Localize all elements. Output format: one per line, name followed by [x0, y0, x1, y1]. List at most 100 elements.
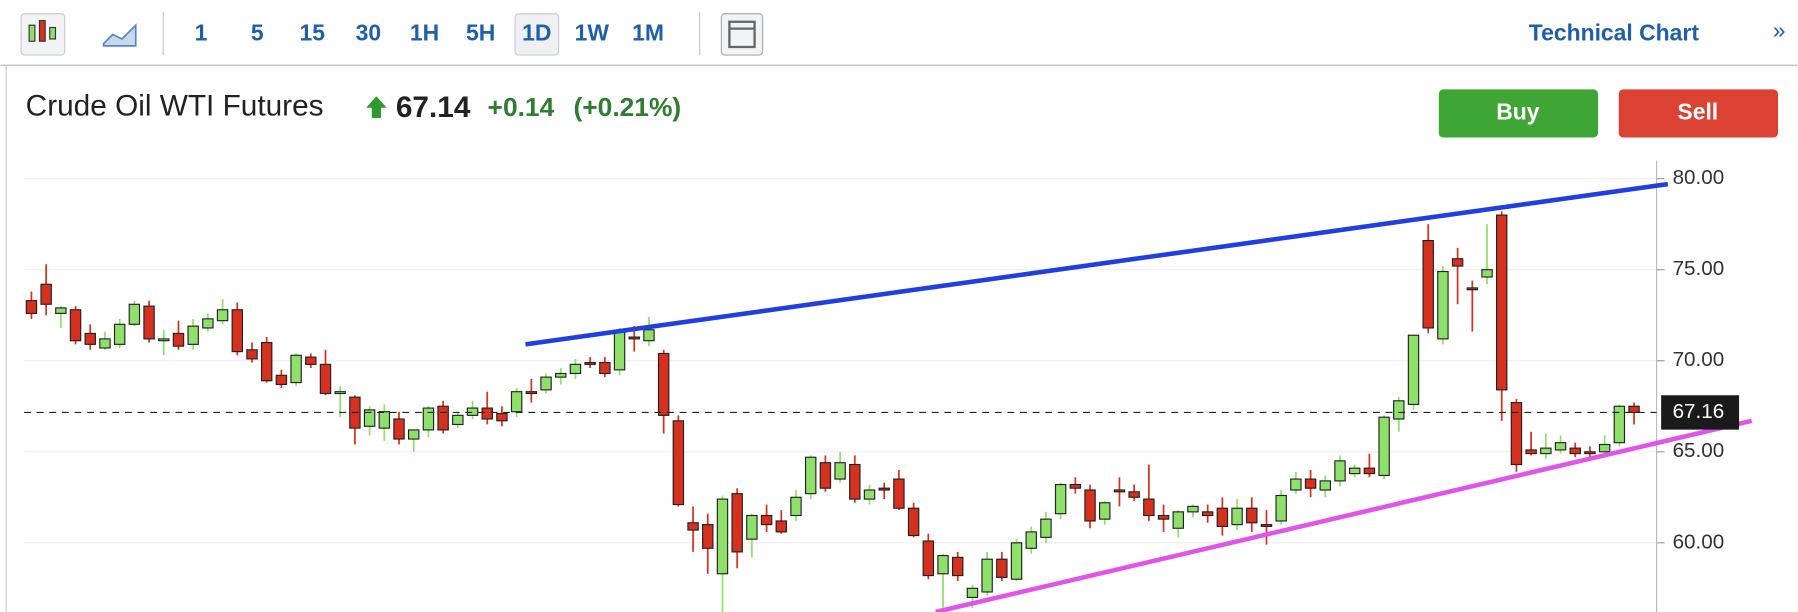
candle-icon-button[interactable] — [20, 13, 66, 56]
candle-body — [613, 331, 626, 371]
candle-body — [290, 354, 302, 384]
candle-body — [1157, 514, 1170, 520]
percent-change: (+0.21%) — [574, 92, 682, 122]
buy-label[interactable]: Buy — [1496, 99, 1540, 125]
candle-body — [1598, 443, 1611, 453]
candle-body — [775, 520, 788, 533]
layout-icon-button[interactable] — [720, 13, 764, 56]
candle-body — [1378, 416, 1390, 477]
chart: 60.00 65.00 70.00 75.00 80.00 67.16 — [24, 160, 1753, 612]
candle-body — [687, 522, 699, 531]
candle-body — [1040, 518, 1052, 538]
candle-body — [378, 411, 391, 429]
last-price: 67.14 — [396, 91, 471, 124]
candle-body — [760, 514, 773, 526]
candle-body — [1201, 511, 1214, 517]
trendline — [935, 418, 1753, 612]
icon-area — [102, 23, 137, 47]
trendline — [525, 181, 1669, 347]
candle-body — [1069, 483, 1082, 489]
candle-body — [525, 391, 538, 395]
candle-body — [1407, 334, 1420, 406]
candle-body — [113, 323, 126, 345]
interval-button[interactable]: 1 — [195, 19, 208, 45]
instrument-name: Crude Oil WTI Futures — [26, 90, 324, 123]
candle-body — [1554, 442, 1567, 451]
candle-body — [863, 489, 876, 500]
icon-layout — [728, 20, 756, 49]
candle-body — [716, 498, 729, 575]
candle-body — [893, 478, 905, 509]
candle-body — [672, 420, 685, 506]
candle-body — [69, 309, 82, 342]
candle-body — [187, 325, 199, 345]
candle-body — [951, 556, 964, 577]
candle-body — [1275, 494, 1287, 522]
candle-body — [1246, 507, 1258, 524]
candle-body — [422, 407, 435, 431]
candle-body — [246, 349, 258, 360]
candle-body — [643, 329, 655, 342]
interval-button[interactable]: 1M — [632, 19, 664, 45]
candle-body — [216, 309, 229, 322]
candle-body — [1393, 400, 1405, 420]
candle-body — [99, 338, 111, 349]
candle-body — [1540, 447, 1552, 455]
icon-frame — [720, 13, 764, 56]
candle-body — [496, 412, 508, 422]
candle-body — [1025, 531, 1037, 549]
candle-body — [128, 303, 141, 325]
candle-body — [319, 363, 332, 395]
candle-body — [363, 409, 376, 427]
candle-body — [1628, 405, 1640, 414]
sell-button[interactable]: Sell — [1618, 89, 1779, 138]
candle-body — [1231, 507, 1243, 526]
candle-body — [84, 332, 96, 345]
candle-body — [849, 463, 861, 500]
candle-body — [907, 507, 920, 537]
candle-body — [1481, 269, 1493, 278]
candle-body — [481, 407, 493, 420]
candle-body — [275, 374, 288, 385]
link-arrow[interactable]: » — [1773, 17, 1786, 43]
candle-body — [1187, 505, 1199, 513]
candle-body — [1422, 239, 1434, 329]
candle-body — [966, 587, 979, 599]
candle-body — [981, 558, 993, 593]
y-tick-label: 65.00 — [1673, 439, 1725, 462]
sell-label[interactable]: Sell — [1677, 99, 1718, 125]
interval-button[interactable]: 1H — [410, 19, 439, 45]
y-tick-label: 80.00 — [1673, 166, 1725, 189]
candle-body — [937, 554, 949, 575]
interval-button[interactable]: 5H — [466, 19, 495, 45]
interval-group: 1 5 15 30 1H 5H 1D 1W 1M — [195, 13, 664, 56]
candle-body — [437, 405, 449, 431]
technical-chart-link[interactable]: Technical Chart — [1529, 19, 1700, 45]
candle-body — [1113, 489, 1126, 493]
candle-body — [143, 305, 155, 340]
candle-body — [1569, 447, 1581, 455]
candle-body — [1260, 524, 1273, 527]
candle-body — [628, 336, 640, 340]
interval-button[interactable]: 1W — [575, 19, 610, 45]
interval-button[interactable]: 1D — [522, 19, 551, 45]
candle-body — [657, 352, 670, 416]
candle-body — [819, 462, 832, 489]
candle-body — [231, 309, 244, 353]
candle-body — [584, 361, 596, 365]
candle-body — [25, 300, 38, 314]
y-tick-label: 75.00 — [1673, 257, 1725, 280]
candle-body — [172, 332, 185, 347]
buy-button[interactable]: Buy — [1438, 89, 1599, 138]
interval-button[interactable]: 15 — [299, 19, 325, 45]
area-icon-button[interactable] — [102, 23, 137, 47]
candle-body — [1451, 258, 1464, 267]
candle-body — [1525, 449, 1537, 455]
candle-body — [804, 456, 817, 495]
interval-button[interactable]: 5 — [251, 19, 264, 45]
interval-button[interactable]: 30 — [356, 19, 381, 45]
candle-body — [1172, 511, 1184, 529]
candle-body — [1143, 498, 1155, 517]
candle-body — [1216, 507, 1229, 527]
